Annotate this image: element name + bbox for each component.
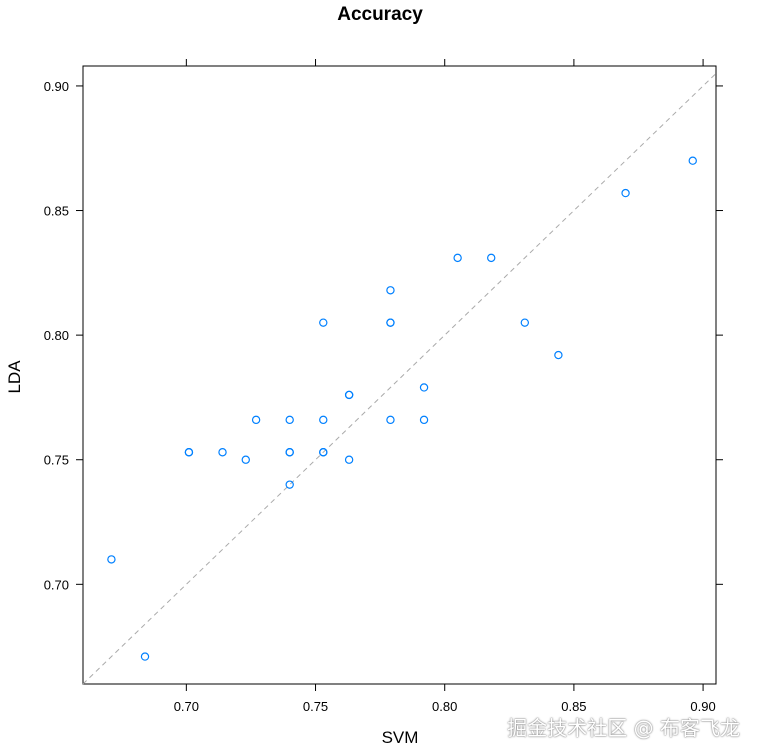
- data-point: [344, 390, 354, 400]
- y-tick-label: 0.85: [44, 204, 69, 219]
- x-axis-label: SVM: [382, 728, 419, 747]
- y-axis-left: 0.70 0.75 0.80 0.85 0.90: [44, 79, 83, 592]
- y-tick-label: 0.75: [44, 453, 69, 468]
- data-point: [241, 455, 250, 464]
- y-axis-label: LDA: [5, 360, 24, 394]
- y-tick-label: 0.80: [44, 328, 69, 343]
- data-point: [386, 318, 395, 327]
- y-axis-right: [716, 85, 723, 585]
- data-point: [285, 480, 294, 489]
- data-point: [218, 448, 227, 457]
- data-point: [386, 286, 395, 295]
- data-point: [419, 383, 429, 392]
- data-point: [419, 415, 429, 425]
- watermark: 掘金技术社区 @ 布客飞龙: [507, 716, 740, 740]
- x-tick-label: 0.85: [561, 699, 586, 714]
- data-point: [251, 415, 261, 425]
- x-tick-label: 0.70: [174, 699, 199, 714]
- data-points: [107, 156, 697, 661]
- data-point: [107, 555, 116, 564]
- data-point: [285, 415, 294, 425]
- reference-line: [82, 73, 717, 685]
- x-axis-top: [185, 59, 704, 66]
- y-tick-label: 0.90: [44, 79, 69, 94]
- data-point: [140, 652, 150, 661]
- plot-panel: [82, 65, 717, 685]
- data-point: [520, 318, 530, 327]
- x-tick-label: 0.80: [432, 699, 457, 714]
- data-point: [319, 318, 328, 327]
- data-point: [285, 448, 294, 457]
- data-point: [184, 448, 194, 457]
- data-point: [319, 448, 328, 457]
- x-tick-label: 0.90: [690, 699, 715, 714]
- data-point: [453, 253, 462, 263]
- data-point: [319, 415, 328, 425]
- data-point: [554, 350, 563, 360]
- x-axis-bottom: 0.70 0.75 0.80 0.85 0.90: [174, 684, 716, 714]
- data-point: [344, 455, 354, 464]
- data-point: [386, 415, 395, 425]
- data-point: [621, 188, 630, 198]
- chart-title: Accuracy: [337, 4, 423, 25]
- x-tick-label: 0.75: [303, 699, 328, 714]
- y-tick-label: 0.70: [44, 577, 69, 592]
- data-point: [688, 156, 697, 165]
- data-point: [487, 253, 496, 263]
